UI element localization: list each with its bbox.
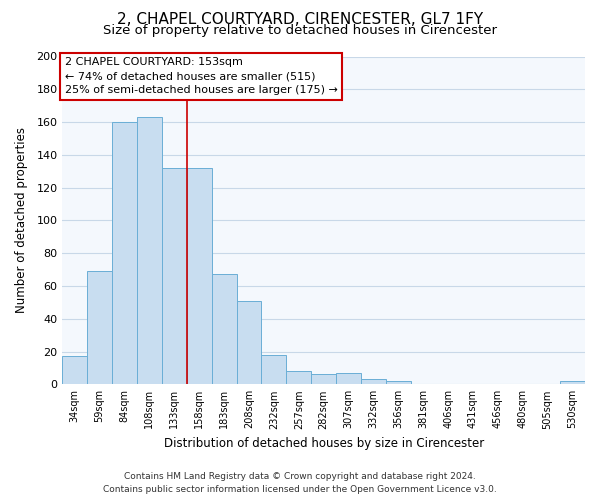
Bar xyxy=(336,373,361,384)
Bar xyxy=(311,374,336,384)
Bar xyxy=(262,355,286,384)
Y-axis label: Number of detached properties: Number of detached properties xyxy=(15,128,28,314)
Bar xyxy=(560,381,585,384)
Bar xyxy=(112,122,137,384)
Bar xyxy=(187,168,212,384)
Bar xyxy=(137,117,162,384)
Text: 2 CHAPEL COURTYARD: 153sqm
← 74% of detached houses are smaller (515)
25% of sem: 2 CHAPEL COURTYARD: 153sqm ← 74% of deta… xyxy=(65,57,338,95)
Bar xyxy=(62,356,87,384)
Bar xyxy=(361,380,386,384)
Bar xyxy=(386,381,411,384)
Text: Contains HM Land Registry data © Crown copyright and database right 2024.
Contai: Contains HM Land Registry data © Crown c… xyxy=(103,472,497,494)
Bar xyxy=(87,271,112,384)
Bar xyxy=(162,168,187,384)
Text: 2, CHAPEL COURTYARD, CIRENCESTER, GL7 1FY: 2, CHAPEL COURTYARD, CIRENCESTER, GL7 1F… xyxy=(117,12,483,28)
Bar xyxy=(286,371,311,384)
Bar xyxy=(236,300,262,384)
Text: Size of property relative to detached houses in Cirencester: Size of property relative to detached ho… xyxy=(103,24,497,37)
Bar xyxy=(212,274,236,384)
X-axis label: Distribution of detached houses by size in Cirencester: Distribution of detached houses by size … xyxy=(164,437,484,450)
